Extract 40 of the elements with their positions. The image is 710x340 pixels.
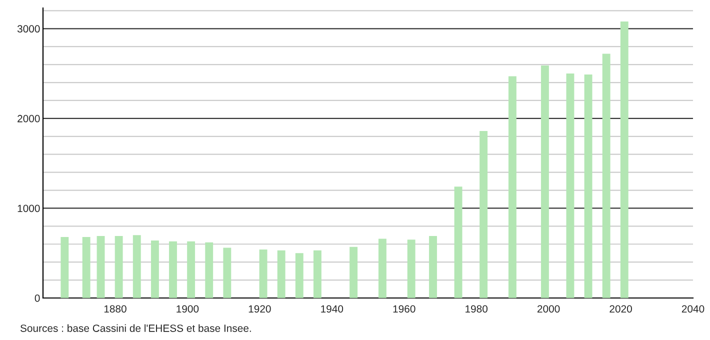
bar (508, 76, 516, 298)
bar (132, 235, 141, 298)
bar (584, 74, 592, 298)
bar (540, 65, 549, 298)
bar (407, 240, 416, 298)
bar (205, 242, 214, 298)
x-tick-label: 1980 (466, 305, 488, 313)
y-tick-label: 1000 (18, 204, 40, 212)
bar (96, 236, 105, 298)
bar (313, 250, 322, 298)
bar (60, 236, 69, 298)
x-tick-label: 2040 (682, 305, 704, 313)
x-tick-label: 2000 (537, 305, 560, 313)
bar (480, 131, 488, 298)
bar (454, 186, 462, 298)
y-tick-label: 3000 (17, 25, 40, 33)
x-tick-label: 1920 (248, 305, 271, 313)
x-tick-label: 1940 (321, 305, 344, 313)
source-note: Sources : base Cassini de l'EHESS et base Insee. (20, 324, 251, 332)
bar (566, 74, 574, 298)
x-tick-label: 1900 (176, 305, 199, 313)
bar (169, 241, 177, 298)
bar (277, 250, 286, 298)
bar (150, 240, 159, 298)
bar (82, 236, 90, 298)
bar (378, 238, 386, 298)
bar (429, 236, 437, 298)
y-tick-label: 2000 (18, 114, 40, 122)
y-tick-label: 0 (34, 294, 40, 302)
x-tick-label: 1960 (393, 305, 416, 313)
bar (114, 236, 123, 298)
x-tick-label: 1880 (104, 305, 126, 313)
bar (187, 241, 196, 298)
bar (295, 253, 304, 298)
x-tick-label: 2020 (610, 305, 632, 313)
bar (602, 54, 610, 298)
bar (620, 21, 628, 298)
bar (259, 250, 268, 298)
bar (350, 246, 358, 298)
bar (223, 248, 232, 298)
